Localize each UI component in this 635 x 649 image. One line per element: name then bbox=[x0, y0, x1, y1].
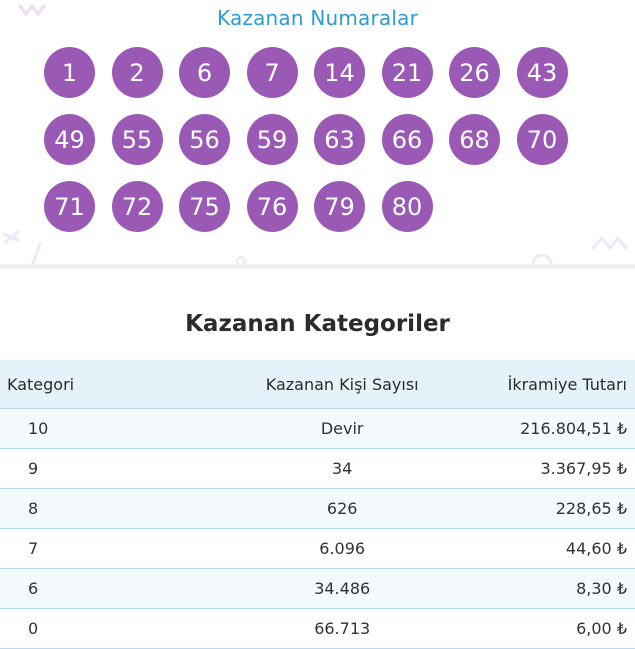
number-ball: 14 bbox=[314, 47, 365, 98]
number-ball: 66 bbox=[381, 114, 433, 165]
decorative-line-icon bbox=[30, 242, 42, 268]
number-ball: 21 bbox=[381, 47, 433, 98]
number-ball: 59 bbox=[246, 114, 298, 165]
number-ball: 71 bbox=[44, 181, 95, 232]
number-ball: 2 bbox=[111, 47, 163, 98]
category-cell: 8 bbox=[0, 488, 178, 529]
decorative-squiggle-icon bbox=[591, 235, 628, 251]
winners-cell: 34 bbox=[177, 448, 507, 489]
column-header-prize: İkramiye Tutarı bbox=[506, 360, 635, 409]
winners-cell: Devir bbox=[177, 408, 507, 449]
number-ball: 43 bbox=[516, 47, 568, 98]
category-cell: 10 bbox=[0, 408, 178, 449]
number-ball: 68 bbox=[449, 114, 500, 165]
number-ball: 56 bbox=[179, 114, 230, 165]
number-ball: 75 bbox=[179, 181, 230, 232]
prize-cell: 3.367,95 ₺ bbox=[506, 448, 635, 489]
winners-cell: 626 bbox=[177, 488, 507, 529]
decorative-circle-icon bbox=[531, 253, 553, 268]
category-cell: 0 bbox=[0, 608, 178, 649]
number-ball: 6 bbox=[179, 47, 230, 98]
column-header-category: Kategori bbox=[0, 360, 178, 409]
winners-cell: 34.486 bbox=[177, 568, 507, 609]
table-row: 6 34.486 8,30 ₺ bbox=[0, 568, 635, 609]
number-ball: 70 bbox=[516, 114, 568, 165]
category-cell: 7 bbox=[0, 528, 178, 569]
winning-numbers-panel: Kazanan Numaralar 1 2 6 7 14 21 26 43 49… bbox=[0, 0, 635, 268]
column-header-winners: Kazanan Kişi Sayısı bbox=[177, 360, 507, 409]
table-row: 8 626 228,65 ₺ bbox=[0, 488, 635, 529]
number-ball: 7 bbox=[246, 47, 298, 98]
table-row: 10 Devir 216.804,51 ₺ bbox=[0, 408, 635, 449]
number-ball: 49 bbox=[44, 114, 95, 165]
prize-cell: 6,00 ₺ bbox=[506, 608, 635, 649]
number-ball: 72 bbox=[111, 181, 163, 232]
prize-cell: 8,30 ₺ bbox=[506, 568, 635, 609]
number-ball: 63 bbox=[314, 114, 365, 165]
table-row: 0 66.713 6,00 ₺ bbox=[0, 608, 635, 649]
winners-cell: 6.096 bbox=[177, 528, 507, 569]
category-cell: 9 bbox=[0, 448, 178, 489]
prize-cell: 216.804,51 ₺ bbox=[506, 408, 635, 449]
prize-cell: 228,65 ₺ bbox=[506, 488, 635, 529]
number-ball: 26 bbox=[449, 47, 500, 98]
prize-cell: 44,60 ₺ bbox=[506, 528, 635, 569]
table-row: 7 6.096 44,60 ₺ bbox=[0, 528, 635, 569]
decorative-dot-icon bbox=[236, 256, 246, 266]
table-header-row: Kategori Kazanan Kişi Sayısı İkramiye Tu… bbox=[0, 360, 635, 409]
category-cell: 6 bbox=[0, 568, 178, 609]
number-ball: 79 bbox=[314, 181, 365, 232]
number-ball: 76 bbox=[246, 181, 298, 232]
winning-numbers-title: Kazanan Numaralar bbox=[216, 6, 419, 30]
number-balls: 1 2 6 7 14 21 26 43 49 55 56 59 63 66 68… bbox=[44, 47, 604, 232]
winners-cell: 66.713 bbox=[177, 608, 507, 649]
winning-categories-table: Kategori Kazanan Kişi Sayısı İkramiye Tu… bbox=[0, 360, 635, 649]
number-ball: 55 bbox=[111, 114, 163, 165]
number-ball: 1 bbox=[44, 47, 95, 98]
categories-title: Kazanan Kategoriler bbox=[185, 311, 450, 337]
table-row: 9 34 3.367,95 ₺ bbox=[0, 448, 635, 489]
decorative-cross-icon bbox=[2, 230, 20, 244]
number-ball: 80 bbox=[381, 181, 433, 232]
